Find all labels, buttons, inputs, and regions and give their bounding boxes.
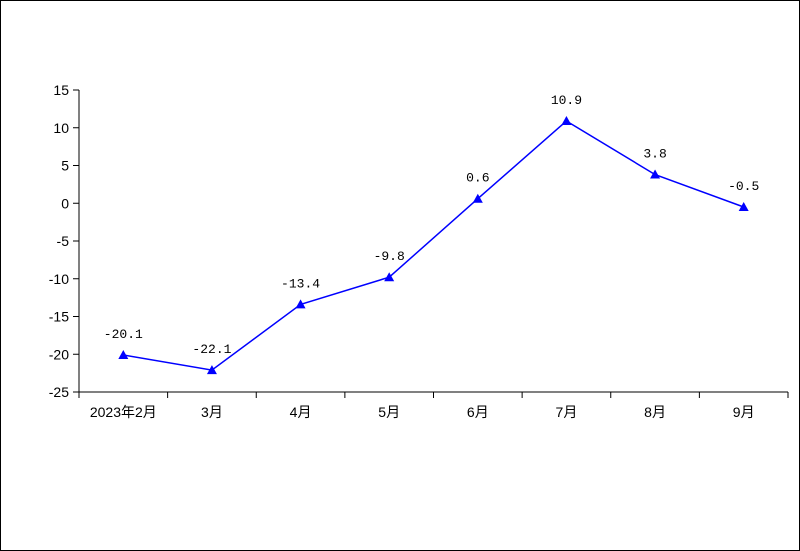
series — [118, 115, 749, 375]
y-axis: 15 10 5 0 -5 -10 -15 -20 -25 — [49, 82, 80, 400]
triangle-marker — [472, 193, 483, 203]
y-tick-label: -10 — [49, 271, 69, 287]
data-label: 3.8 — [643, 147, 666, 162]
y-tick-label: -25 — [49, 384, 69, 400]
triangle-marker — [384, 272, 395, 282]
series-line — [123, 120, 744, 371]
data-label: -9.8 — [374, 249, 405, 264]
y-tick-label: 10 — [53, 120, 69, 136]
y-tick-label: -15 — [49, 309, 69, 325]
x-category-label: 2023年2月 — [90, 404, 157, 420]
y-tick-label: 15 — [53, 82, 69, 98]
triangle-marker — [206, 365, 217, 375]
triangle-marker — [295, 299, 306, 309]
x-category-label: 4月 — [290, 404, 312, 420]
x-category-label: 5月 — [378, 404, 400, 420]
y-tick-label: 5 — [61, 158, 69, 174]
triangle-marker — [650, 169, 661, 179]
data-label: -13.4 — [281, 276, 320, 291]
data-label: -22.1 — [192, 342, 231, 357]
x-category-label: 3月 — [201, 404, 223, 420]
triangle-marker — [738, 202, 749, 212]
triangle-marker — [561, 115, 572, 125]
data-label: -20.1 — [104, 327, 143, 342]
data-label: 10.9 — [551, 93, 582, 108]
y-tick-label: -20 — [49, 346, 69, 362]
data-label: -0.5 — [728, 179, 759, 194]
triangle-marker — [118, 350, 129, 360]
x-category-label: 8月 — [644, 404, 666, 420]
data-label: 0.6 — [466, 171, 489, 186]
x-category-label: 7月 — [556, 404, 578, 420]
x-category-label: 9月 — [733, 404, 755, 420]
y-tick-label: 0 — [61, 195, 69, 211]
x-axis: 2023年2月 3月 4月 5月 6月 7月 8月 9月 — [78, 391, 789, 420]
y-tick-label: -5 — [57, 233, 70, 249]
data-labels: -20.1 -22.1 -13.4 -9.8 0.6 10.9 3.8 -0.5 — [104, 93, 759, 357]
x-category-label: 6月 — [467, 404, 489, 420]
